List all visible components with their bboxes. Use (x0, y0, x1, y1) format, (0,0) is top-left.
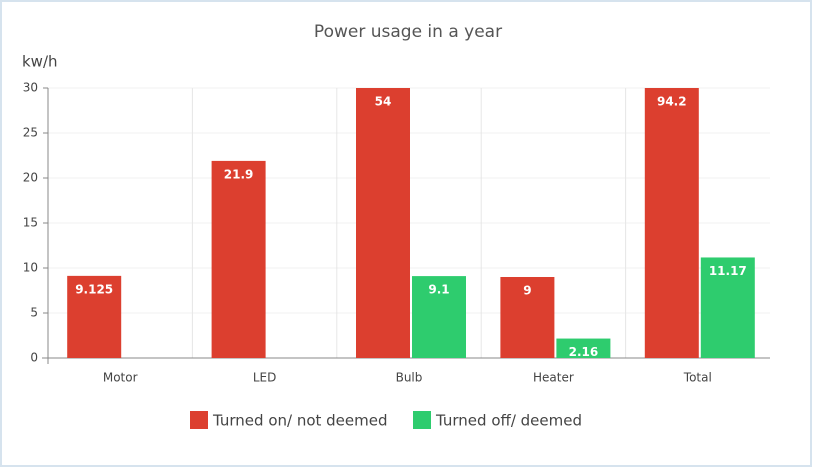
y-tick-label: 15 (23, 216, 38, 230)
data-label: 21.9 (224, 167, 254, 181)
legend-label: Turned on/ not deemed (212, 412, 388, 430)
y-tick-label: 0 (30, 351, 38, 365)
x-tick-label: Total (683, 371, 712, 385)
x-tick-label: LED (253, 371, 277, 385)
bar (644, 88, 699, 358)
x-tick-label: Bulb (396, 371, 423, 385)
data-label: 9.1 (428, 283, 449, 297)
data-label: 9 (523, 284, 531, 298)
data-label: 2.16 (569, 345, 599, 359)
x-tick-label: Heater (533, 371, 574, 385)
y-tick-label: 10 (23, 261, 38, 275)
y-tick-label: 30 (23, 81, 38, 95)
bar (500, 277, 555, 358)
legend-swatch (190, 411, 208, 429)
data-label: 9.125 (75, 282, 113, 296)
y-tick-label: 20 (23, 171, 38, 185)
legend-label: Turned off/ deemed (435, 412, 582, 430)
chart-title: Power usage in a year (314, 22, 502, 42)
y-tick-label: 5 (30, 306, 38, 320)
data-label: 11.17 (709, 264, 747, 278)
plot-area (67, 88, 755, 358)
data-label: 54 (375, 95, 392, 109)
bar (67, 275, 122, 358)
y-tick-label: 25 (23, 126, 38, 140)
bar (211, 160, 266, 358)
x-tick-label: Motor (103, 371, 138, 385)
bar (356, 88, 410, 358)
data-label: 94.2 (657, 95, 687, 109)
bar (700, 257, 755, 358)
bar (556, 338, 611, 358)
y-axis-label: kw/h (22, 53, 58, 71)
bar (412, 276, 466, 358)
legend-swatch (413, 411, 431, 429)
